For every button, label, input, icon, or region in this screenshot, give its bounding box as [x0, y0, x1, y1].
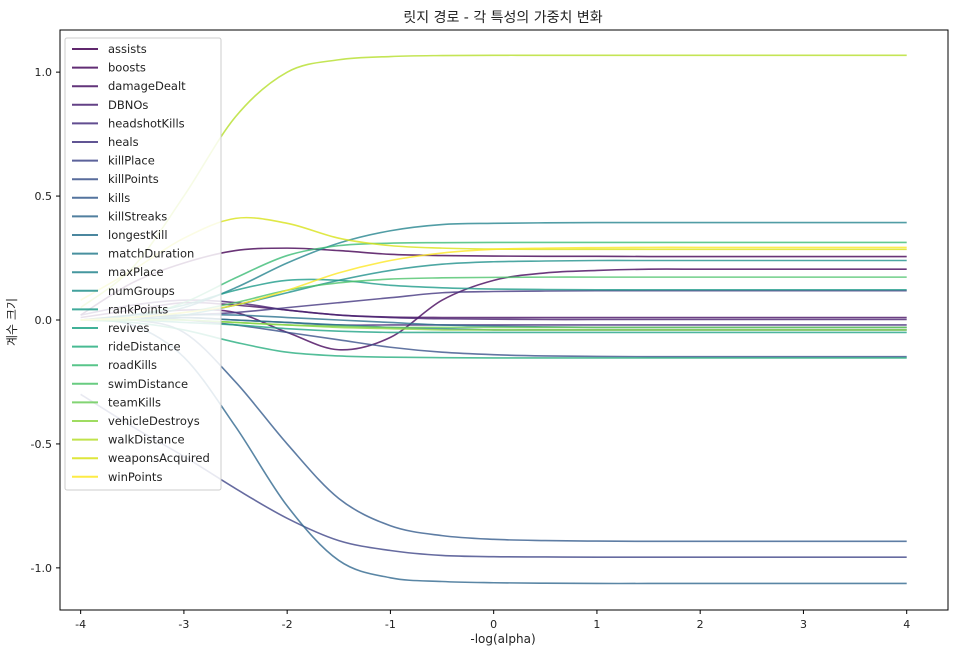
- legend-label: maxPlace: [108, 265, 164, 279]
- y-tick-label: 0.5: [35, 190, 53, 203]
- legend-item-longestKill: longestKill: [72, 228, 168, 242]
- legend-item-winPoints: winPoints: [72, 470, 162, 484]
- legend-label: roadKills: [108, 358, 157, 372]
- legend-item-matchDuration: matchDuration: [72, 247, 194, 261]
- legend-label: heals: [108, 135, 139, 149]
- legend-label: killPlace: [108, 154, 155, 168]
- series-line-boosts: [80, 268, 907, 351]
- legend-item-damageDealt: damageDealt: [72, 79, 186, 93]
- legend-label: matchDuration: [108, 247, 194, 261]
- legend-item-teamKills: teamKills: [72, 395, 161, 409]
- legend-item-boosts: boosts: [72, 61, 146, 75]
- legend-label: damageDealt: [108, 79, 186, 93]
- x-tick-label: 4: [903, 618, 910, 631]
- y-tick-label: 0.0: [35, 314, 53, 327]
- legend-label: killPoints: [108, 172, 159, 186]
- legend-item-headshotKills: headshotKills: [72, 116, 185, 130]
- legend-label: numGroups: [108, 284, 175, 298]
- legend-label: teamKills: [108, 395, 161, 409]
- legend-item-killStreaks: killStreaks: [72, 209, 167, 223]
- legend-item-heals: heals: [72, 135, 139, 149]
- legend-label: vehicleDestroys: [108, 414, 200, 428]
- legend-item-weaponsAcquired: weaponsAcquired: [72, 451, 210, 465]
- legend-label: walkDistance: [108, 433, 185, 447]
- legend-item-vehicleDestroys: vehicleDestroys: [72, 414, 200, 428]
- legend-item-roadKills: roadKills: [72, 358, 157, 372]
- legend-item-killPoints: killPoints: [72, 172, 159, 186]
- legend-label: killStreaks: [108, 209, 167, 223]
- legend-box: [64, 37, 222, 491]
- legend-item-kills: kills: [72, 191, 130, 205]
- x-tick-label: 0: [490, 618, 497, 631]
- legend-label: DBNOs: [108, 98, 148, 112]
- legend-label: rankPoints: [108, 302, 168, 316]
- y-tick-label: -1.0: [31, 562, 52, 575]
- x-tick-label: -3: [178, 618, 189, 631]
- legend-label: weaponsAcquired: [108, 451, 210, 465]
- legend-item-revives: revives: [72, 321, 149, 335]
- legend-label: assists: [108, 42, 147, 56]
- legend-label: revives: [108, 321, 149, 335]
- legend-item-rankPoints: rankPoints: [72, 302, 168, 316]
- x-tick-label: -2: [282, 618, 293, 631]
- legend-items: assists boosts damageDealt DBNOs headshotKil…: [72, 42, 210, 484]
- y-axis-label: 계수 크기: [5, 298, 19, 346]
- legend-label: winPoints: [108, 470, 162, 484]
- x-tick-label: -1: [385, 618, 396, 631]
- y-axis: -1.0 -0.5 0.0 0.5 1.0: [31, 66, 60, 575]
- x-axis: -4 -3 -2 -1 0 1 2 3 4: [75, 610, 910, 631]
- y-tick-label: 1.0: [35, 66, 53, 79]
- y-tick-label: -0.5: [31, 438, 52, 451]
- legend-label: kills: [108, 191, 130, 205]
- legend-label: headshotKills: [108, 116, 185, 130]
- x-tick-label: 3: [800, 618, 807, 631]
- legend-item-killPlace: killPlace: [72, 154, 155, 168]
- x-tick-label: -4: [75, 618, 86, 631]
- x-tick-label: 1: [593, 618, 600, 631]
- x-tick-label: 2: [697, 618, 704, 631]
- legend-label: rideDistance: [108, 340, 181, 354]
- chart-title: 릿지 경로 - 각 특성의 가중치 변화: [403, 10, 602, 26]
- legend: assists boosts damageDealt DBNOs headshotKil…: [64, 37, 222, 491]
- legend-item-DBNOs: DBNOs: [72, 98, 148, 112]
- legend-item-rideDistance: rideDistance: [72, 340, 181, 354]
- legend-item-maxPlace: maxPlace: [72, 265, 164, 279]
- legend-item-numGroups: numGroups: [72, 284, 175, 298]
- legend-label: boosts: [108, 61, 146, 75]
- legend-item-assists: assists: [72, 42, 147, 56]
- legend-label: longestKill: [108, 228, 168, 242]
- x-axis-label: -log(alpha): [470, 632, 535, 646]
- legend-item-walkDistance: walkDistance: [72, 433, 185, 447]
- legend-item-swimDistance: swimDistance: [72, 377, 188, 391]
- legend-label: swimDistance: [108, 377, 188, 391]
